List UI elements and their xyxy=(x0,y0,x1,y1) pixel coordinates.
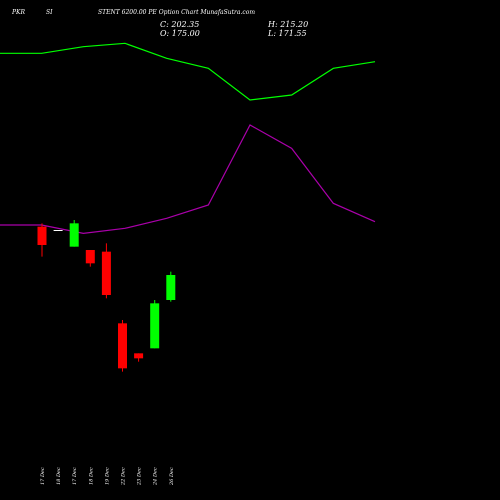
x-tick-label: 24 Dec xyxy=(153,467,159,486)
x-tick-label: 19 Dec xyxy=(104,467,110,485)
candle xyxy=(53,230,63,231)
high-value: H: 215.20 xyxy=(268,20,309,29)
candle xyxy=(69,220,79,247)
candle-body xyxy=(118,323,127,369)
candle-body xyxy=(166,275,176,300)
candle-body xyxy=(53,230,63,231)
x-tick-label: 22 Dec xyxy=(121,467,127,486)
candle-body xyxy=(101,251,111,295)
candle-body xyxy=(37,226,47,245)
header-symbol-part1: PKR xyxy=(12,9,26,16)
candle xyxy=(37,223,47,257)
header-symbol-part2: SI xyxy=(46,9,53,16)
candle xyxy=(166,271,176,302)
candle-body xyxy=(85,250,95,264)
close-value: C: 202.35 xyxy=(160,20,200,29)
x-tick-label: 26 Dec xyxy=(169,467,175,486)
open-value: O: 175.00 xyxy=(160,29,200,38)
candle xyxy=(101,243,111,299)
candle-body xyxy=(150,303,160,349)
candle xyxy=(134,353,144,362)
candle xyxy=(150,300,160,349)
candle-body xyxy=(134,353,144,359)
candle xyxy=(85,250,95,267)
low-value: L: 171.55 xyxy=(268,29,307,38)
x-tick-label: 17 Dec xyxy=(40,467,46,485)
x-tick-label: 18 Dec xyxy=(56,467,62,485)
x-tick-label: 17 Dec xyxy=(72,467,78,485)
green-indicator-line xyxy=(0,42,376,101)
x-tick-label: 18 Dec xyxy=(88,467,94,485)
candle xyxy=(118,320,127,372)
x-tick-label: 23 Dec xyxy=(137,467,143,486)
chart-title: STENT 6200.00 PE Option Chart MunafaSutr… xyxy=(98,9,256,16)
magenta-indicator-line xyxy=(0,124,376,234)
candle-body xyxy=(69,223,79,247)
